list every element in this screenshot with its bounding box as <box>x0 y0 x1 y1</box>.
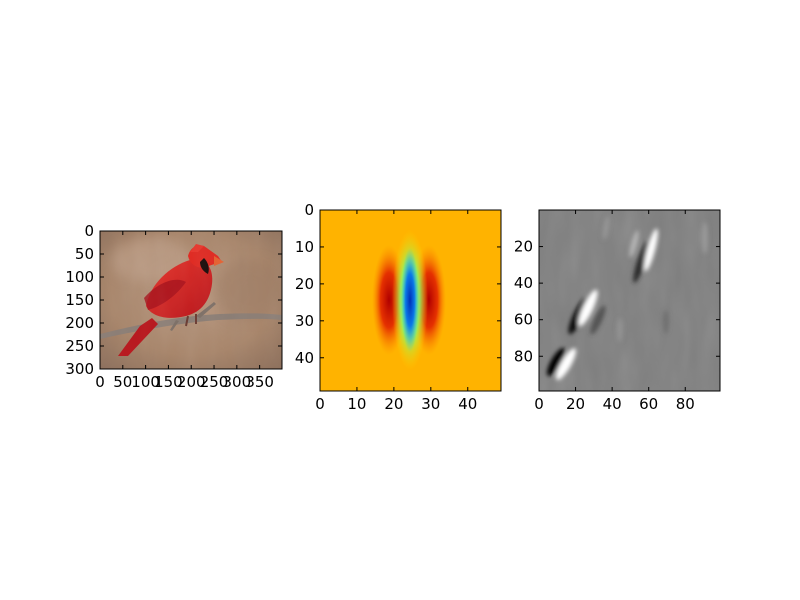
y-tick-label: 0 <box>84 222 94 240</box>
y-tick-label: 40 <box>514 274 533 292</box>
x-tick-label: 0 <box>534 395 544 413</box>
x-tick-label: 0 <box>315 395 325 413</box>
y-tick-label: 150 <box>65 291 94 309</box>
x-tick-label: 10 <box>347 395 366 413</box>
x-tick-label: 250 <box>200 373 229 391</box>
y-tick-label: 50 <box>75 245 94 263</box>
response-edges <box>546 216 708 380</box>
kernel-center <box>401 248 419 352</box>
x-tick-label: 40 <box>458 395 477 413</box>
x-tick-label: 20 <box>384 395 403 413</box>
x-tick-label: 0 <box>95 373 105 391</box>
x-tick-label: 30 <box>421 395 440 413</box>
y-tick-label: 0 <box>304 201 314 219</box>
subplot-gabor-kernel: 0 10 20 30 40 0 10 20 30 40 <box>295 201 502 413</box>
x-tick-label: 60 <box>639 395 658 413</box>
y-tick-label: 200 <box>65 314 94 332</box>
y-tick-label: 80 <box>514 347 533 365</box>
y-tick-label: 20 <box>514 238 533 256</box>
x-tick-label: 150 <box>154 373 183 391</box>
y-tick-label: 100 <box>65 268 94 286</box>
x-tick-label: 300 <box>223 373 252 391</box>
ticks-subplot-2: 0 10 20 30 40 0 10 20 30 40 <box>295 201 501 413</box>
x-tick-label: 40 <box>603 395 622 413</box>
y-tick-label: 300 <box>65 360 94 378</box>
y-tick-label: 20 <box>295 275 314 293</box>
x-tick-label: 200 <box>177 373 206 391</box>
subplot-filter-response: 0 20 40 60 80 20 40 60 80 <box>514 209 721 413</box>
axes-frame-3 <box>538 209 721 392</box>
y-tick-label: 40 <box>295 349 314 367</box>
x-tick-label: 100 <box>131 373 160 391</box>
y-tick-label: 10 <box>295 238 314 256</box>
x-tick-label: 50 <box>113 373 132 391</box>
x-tick-label: 350 <box>245 373 274 391</box>
axes-frame-2 <box>319 209 502 392</box>
y-tick-label: 30 <box>295 312 314 330</box>
y-tick-label: 60 <box>514 311 533 329</box>
x-tick-label: 80 <box>676 395 695 413</box>
y-tick-label: 250 <box>65 337 94 355</box>
x-tick-label: 20 <box>566 395 585 413</box>
ticks-subplot-3: 0 20 40 60 80 20 40 60 80 <box>514 210 720 413</box>
